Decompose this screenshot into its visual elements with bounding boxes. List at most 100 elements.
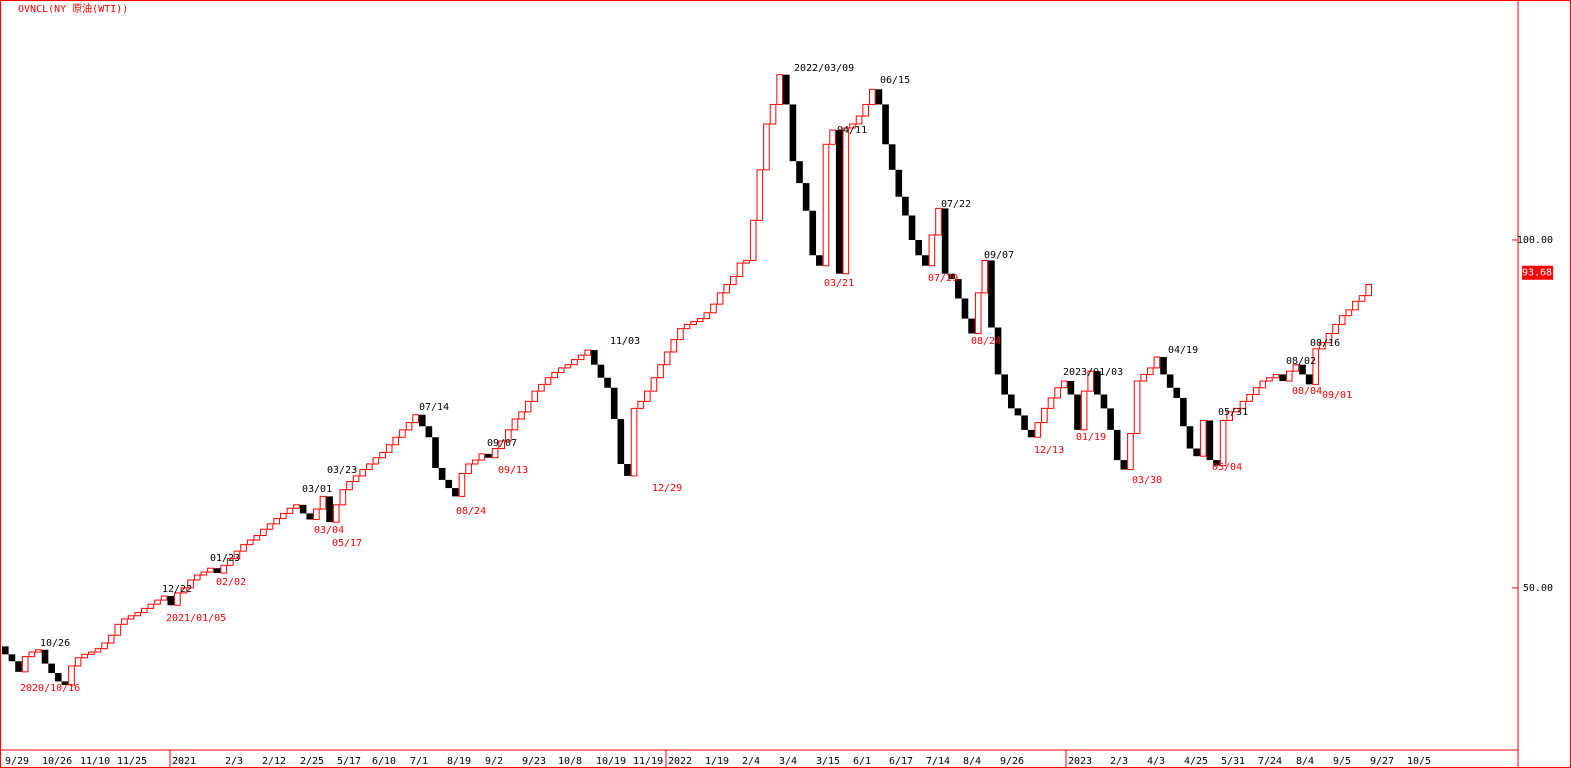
up-brick — [107, 634, 115, 644]
up-brick — [981, 259, 989, 294]
up-brick — [101, 642, 108, 650]
down-brick — [908, 215, 916, 240]
down-brick — [882, 104, 889, 145]
up-brick — [1272, 373, 1280, 379]
up-brick — [736, 262, 744, 277]
down-brick — [796, 161, 803, 184]
up-brick — [551, 371, 558, 379]
down-brick — [1001, 374, 1008, 395]
up-brick — [1252, 387, 1260, 396]
up-brick — [246, 539, 254, 546]
up-brick — [862, 103, 870, 117]
up-brick — [187, 579, 194, 589]
annotation: 2023/01/03 — [1063, 367, 1123, 378]
up-brick — [630, 407, 638, 477]
annotation: 08/16 — [1310, 338, 1340, 349]
y-tick-label: 100.00 — [1517, 235, 1553, 246]
annotation: 08/24 — [971, 336, 1001, 347]
up-brick — [28, 651, 36, 658]
x-tick-label: 10/5 — [1407, 756, 1431, 767]
x-tick-label: 6/1 — [853, 756, 871, 767]
x-tick-label: 8/19 — [447, 756, 471, 767]
up-brick — [286, 507, 294, 514]
up-brick — [81, 653, 89, 659]
down-brick — [1279, 374, 1286, 382]
up-brick — [650, 377, 658, 392]
x-tick-label: 7/24 — [1258, 756, 1282, 767]
x-tick-label: 11/19 — [633, 756, 663, 767]
up-brick — [511, 418, 519, 431]
up-brick — [723, 284, 731, 294]
x-tick-label: 6/17 — [889, 756, 913, 767]
up-brick — [643, 390, 651, 402]
x-tick-label: 2023 — [1068, 756, 1092, 767]
down-brick — [994, 327, 1002, 375]
up-brick — [663, 351, 671, 366]
annotation: 08/02 — [1286, 356, 1316, 367]
up-brick — [1358, 295, 1366, 302]
down-brick — [1100, 394, 1108, 409]
up-brick — [690, 321, 697, 326]
down-brick — [1173, 387, 1181, 398]
up-brick — [1146, 367, 1154, 375]
up-brick — [121, 618, 128, 625]
up-brick — [829, 129, 836, 145]
up-brick — [855, 115, 863, 125]
up-brick — [769, 103, 777, 125]
down-brick — [835, 129, 843, 274]
down-brick — [604, 377, 611, 388]
up-brick — [491, 448, 499, 459]
up-brick — [683, 324, 691, 330]
annotation: 07/29 — [928, 273, 958, 284]
up-brick — [134, 612, 141, 617]
x-tick-label: 2/3 — [225, 756, 243, 767]
down-brick — [961, 298, 969, 319]
annotation: 06/15 — [880, 75, 910, 86]
annotation: 09/07 — [984, 250, 1014, 261]
down-brick — [15, 661, 22, 672]
down-brick — [418, 414, 426, 427]
annotation: 09/13 — [498, 465, 528, 476]
up-brick — [1080, 390, 1088, 431]
down-brick — [1206, 420, 1214, 461]
down-brick — [955, 279, 962, 299]
up-brick — [557, 367, 565, 373]
up-brick — [220, 564, 228, 574]
x-tick-label: 11/25 — [117, 756, 147, 767]
x-tick-label: 9/26 — [1000, 756, 1024, 767]
down-brick — [1120, 460, 1128, 470]
up-brick — [174, 592, 181, 606]
annotation: 2020/10/16 — [20, 683, 80, 694]
up-brick — [1292, 364, 1300, 372]
up-brick — [140, 607, 148, 614]
up-brick — [637, 400, 644, 409]
up-brick — [504, 429, 512, 442]
up-brick — [160, 595, 168, 601]
up-brick — [346, 481, 353, 491]
annotation: 03/23 — [327, 465, 357, 476]
up-brick — [94, 648, 102, 653]
x-tick-label: 2022 — [668, 756, 692, 767]
down-brick — [61, 681, 69, 686]
down-brick — [306, 513, 314, 520]
up-brick — [1332, 324, 1339, 335]
up-brick — [74, 657, 82, 667]
annotation: 01/19 — [1076, 432, 1106, 443]
up-brick — [1127, 433, 1134, 471]
up-brick — [710, 303, 717, 314]
x-tick-label: 7/14 — [926, 756, 950, 767]
annotation: 07/22 — [941, 199, 971, 210]
up-brick — [716, 292, 724, 305]
up-brick — [1041, 407, 1048, 424]
up-brick — [332, 504, 340, 523]
down-brick — [213, 568, 221, 574]
down-brick — [941, 208, 949, 274]
up-brick — [571, 359, 578, 366]
down-brick — [1021, 415, 1028, 430]
down-brick — [1299, 364, 1306, 375]
x-tick-label: 9/2 — [485, 756, 503, 767]
down-brick — [1007, 394, 1015, 409]
last-price-label: 93.68 — [1522, 268, 1552, 279]
down-brick — [968, 318, 975, 334]
up-brick — [544, 377, 552, 385]
